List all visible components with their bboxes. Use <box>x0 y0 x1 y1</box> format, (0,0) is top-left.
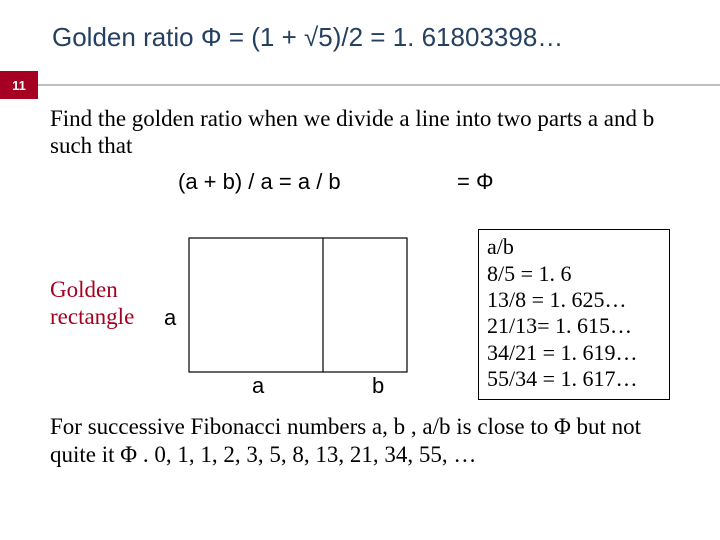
ratio-line: 21/13= 1. 615… <box>487 313 661 339</box>
footnote-text: For successive Fibonacci numbers a, b , … <box>0 405 720 468</box>
equation-left: (a + b) / a = a / b <box>178 169 341 195</box>
ratio-line: 55/34 = 1. 617… <box>487 366 661 392</box>
slide-title: Golden ratio Φ = (1 + √5)/2 = 1. 6180339… <box>0 0 720 53</box>
ratio-box: a/b 8/5 = 1. 6 13/8 = 1. 625… 21/13= 1. … <box>478 229 670 399</box>
golden-label-line1: Golden <box>50 277 118 302</box>
badge-row: 11 <box>0 71 720 99</box>
golden-label-line2: rectangle <box>50 304 134 329</box>
label-a-bottom: a <box>252 373 264 399</box>
ratio-line: 34/21 = 1. 619… <box>487 340 661 366</box>
golden-rectangle-label: Golden rectangle <box>50 277 134 330</box>
slide-number-badge: 11 <box>0 71 38 99</box>
ratio-line: a/b <box>487 234 661 260</box>
ratio-line: 8/5 = 1. 6 <box>487 261 661 287</box>
intro-text: Find the golden ratio when we divide a l… <box>0 99 720 159</box>
label-a-side: a <box>164 305 176 331</box>
horizontal-rule <box>38 84 720 86</box>
golden-rectangle-diagram <box>188 237 408 373</box>
equation-row: (a + b) / a = a / b = Φ <box>0 169 720 197</box>
ratio-line: 13/8 = 1. 625… <box>487 287 661 313</box>
outer-rect <box>189 238 407 372</box>
equation-right: = Φ <box>457 169 494 195</box>
label-b-bottom: b <box>372 373 384 399</box>
diagram-section: Golden rectangle a a b a/b 8/5 = 1. 6 13… <box>0 215 720 405</box>
